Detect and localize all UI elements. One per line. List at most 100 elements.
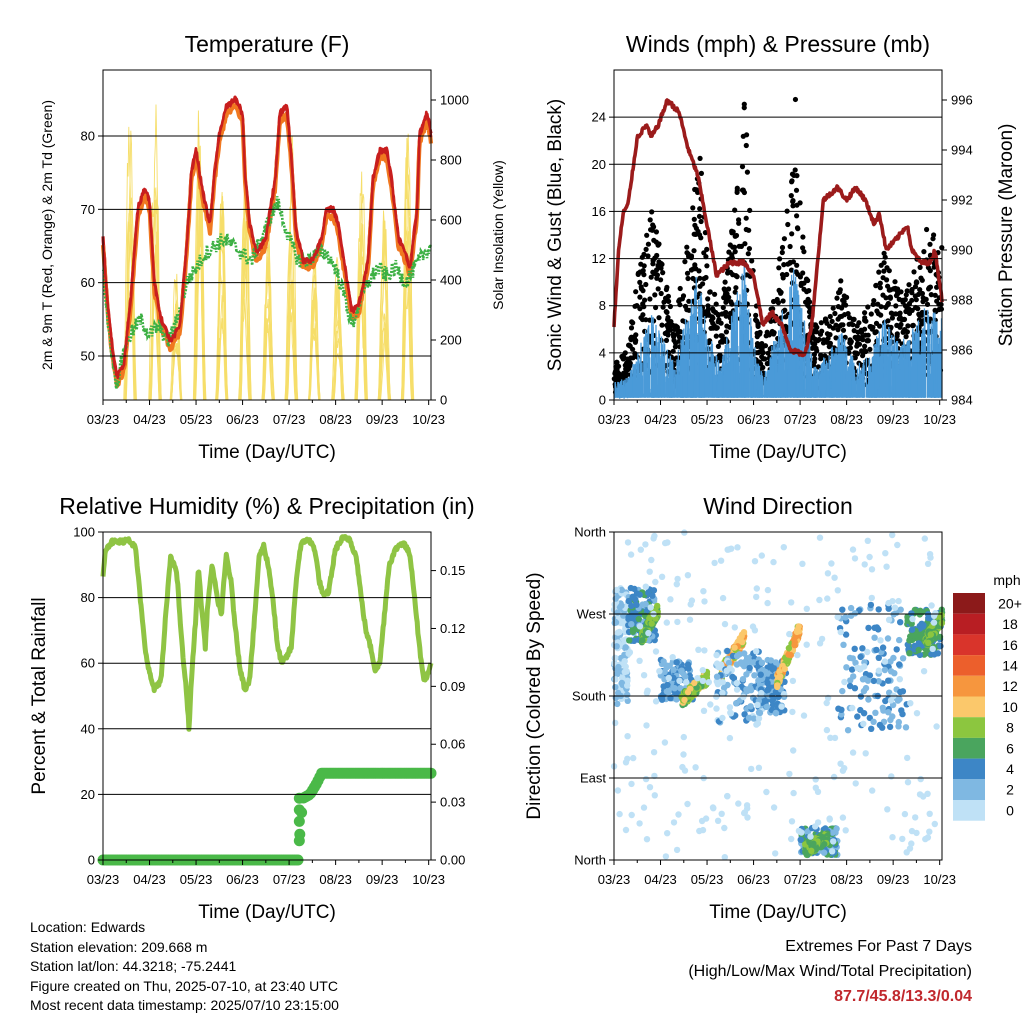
chart-title: Temperature (F) xyxy=(185,31,350,57)
direction-point xyxy=(614,700,621,708)
gust-point xyxy=(790,199,796,205)
direction-point xyxy=(750,715,758,722)
gust-point xyxy=(813,329,820,335)
gust-point xyxy=(865,304,871,310)
gust-point xyxy=(841,298,847,304)
direction-point xyxy=(649,592,656,599)
gust-point xyxy=(862,315,868,321)
gust-point xyxy=(924,301,931,307)
gust-point xyxy=(723,329,730,335)
direction-point xyxy=(885,709,892,716)
direction-point xyxy=(612,595,619,602)
x-tick-label: 08/23 xyxy=(830,412,863,427)
direction-point xyxy=(851,610,859,617)
gust-point xyxy=(779,249,785,256)
gust-point xyxy=(756,330,762,337)
direction-point xyxy=(854,713,861,720)
gust-point xyxy=(859,329,865,335)
gust-point xyxy=(878,312,884,318)
gust-point xyxy=(705,296,711,302)
gust-point xyxy=(800,270,806,276)
gust-point xyxy=(637,279,643,285)
y-tick-label: 24 xyxy=(592,110,606,125)
y2-tick-label: 0.03 xyxy=(440,795,465,810)
gust-point xyxy=(887,294,893,300)
gust-point xyxy=(785,221,791,228)
gust-point xyxy=(697,206,703,212)
gust-point xyxy=(805,277,811,284)
gust-point xyxy=(862,310,868,316)
gust-point xyxy=(848,340,854,346)
gust-point xyxy=(894,288,900,294)
solar-trace xyxy=(216,191,228,401)
gust-point xyxy=(903,328,909,334)
x-tick-label: 04/23 xyxy=(133,412,166,427)
gust-point xyxy=(789,178,795,184)
direction-point xyxy=(719,714,726,722)
direction-point xyxy=(758,659,766,666)
y-tick-label: 20 xyxy=(592,157,606,172)
direction-point xyxy=(746,664,753,672)
gust-point xyxy=(645,253,651,259)
gust-point xyxy=(631,335,637,341)
gust-point xyxy=(641,263,647,269)
gust-point xyxy=(888,324,894,330)
gust-point xyxy=(928,292,934,298)
direction-point xyxy=(794,627,801,634)
gust-point xyxy=(713,333,719,339)
direction-point xyxy=(895,718,902,726)
y-tick-label: 0 xyxy=(599,393,606,408)
direction-point xyxy=(622,663,629,670)
gust-point xyxy=(915,306,921,312)
direction-point xyxy=(682,673,689,680)
gust-point xyxy=(686,298,692,304)
solar-trace xyxy=(216,323,228,401)
gust-point xyxy=(903,334,909,340)
direction-point xyxy=(630,637,638,644)
gust-point xyxy=(642,328,648,334)
gust-point xyxy=(650,222,656,228)
direction-point xyxy=(769,697,776,704)
gust-point xyxy=(630,346,636,352)
gust-point xyxy=(730,272,736,278)
direction-point xyxy=(733,652,741,660)
x-tick-label: 09/23 xyxy=(877,412,910,427)
direction-point xyxy=(885,677,892,684)
direction-point xyxy=(897,688,904,696)
direction-point xyxy=(872,709,879,716)
gust-point xyxy=(753,312,759,318)
direction-point xyxy=(774,682,781,689)
direction-point xyxy=(868,725,875,732)
gust-point xyxy=(658,290,664,297)
gust-point xyxy=(809,345,815,351)
gust-point xyxy=(741,105,747,111)
direction-point xyxy=(666,662,673,669)
y2-tick-label: 0.15 xyxy=(440,563,465,578)
y2-axis-label: Station Pressure (Maroon) xyxy=(996,124,1017,347)
direction-point xyxy=(810,840,817,847)
gust-point xyxy=(903,292,909,298)
direction-point xyxy=(915,646,922,654)
gust-point xyxy=(837,289,843,295)
gust-point xyxy=(871,298,877,304)
rh-series xyxy=(100,534,434,732)
chart-title: Winds (mph) & Pressure (mb) xyxy=(626,31,930,57)
direction-point xyxy=(648,620,655,627)
direction-point xyxy=(770,664,777,671)
x-tick-label: 09/23 xyxy=(366,872,399,887)
direction-point xyxy=(671,685,678,692)
gust-point xyxy=(916,312,923,318)
y-axis-label: 2m & 9m T (Red, Orange) & 2m Td (Green) xyxy=(39,100,55,370)
gust-point xyxy=(663,337,670,343)
direction-point xyxy=(681,696,688,704)
gust-point xyxy=(733,285,739,291)
direction-point xyxy=(673,696,680,703)
direction-point xyxy=(684,689,692,696)
gust-point xyxy=(788,193,794,199)
direction-point xyxy=(848,666,856,673)
gust-point xyxy=(801,286,807,292)
gust-point xyxy=(704,263,710,269)
gust-point xyxy=(856,341,863,347)
x-tick-label: 06/23 xyxy=(737,412,770,427)
gust-point xyxy=(916,291,922,297)
